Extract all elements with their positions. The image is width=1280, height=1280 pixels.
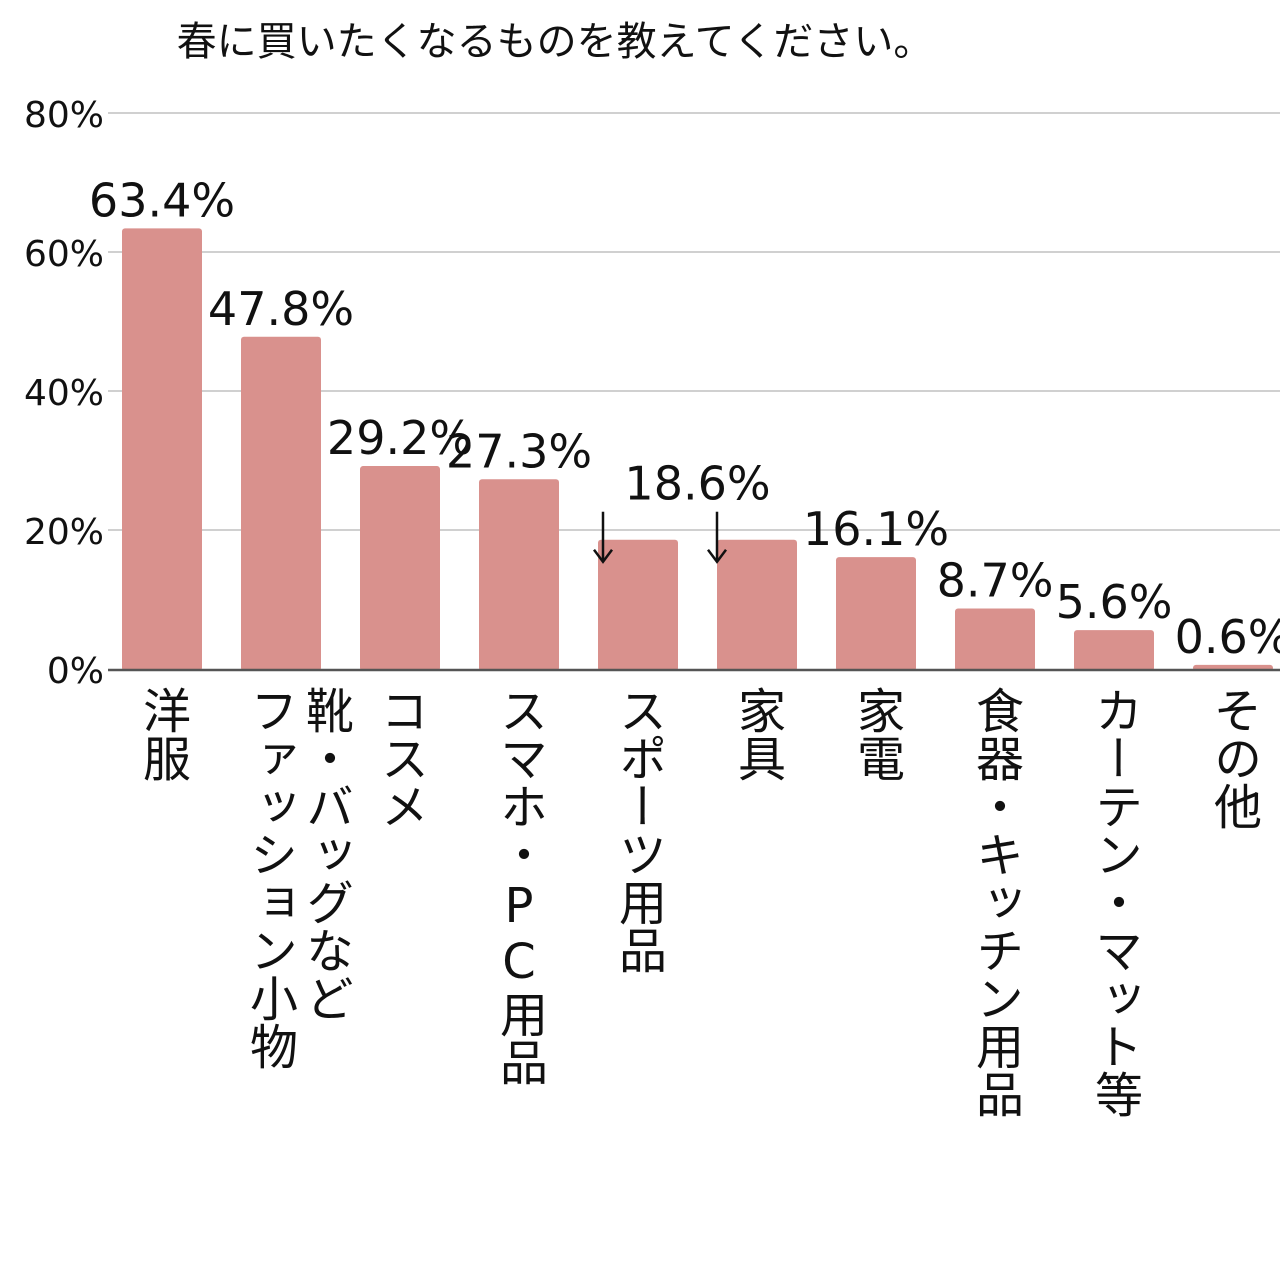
svg-text:ファッション小物: ファッション小物 [241, 686, 297, 1070]
value-label: 5.6% [1056, 575, 1173, 629]
bar [1074, 630, 1154, 671]
x-tick-label: スマホ・PC用品 [491, 686, 547, 1086]
svg-text:コスメ: コスメ [372, 686, 428, 830]
value-arrows [593, 511, 727, 564]
value-label: 0.6% [1175, 610, 1280, 664]
svg-text:スポーツ用品: スポーツ用品 [610, 686, 666, 974]
svg-text:洋服: 洋服 [134, 686, 190, 782]
svg-text:カーテン・マット等: カーテン・マット等 [1086, 686, 1142, 1118]
svg-text:スマホ・PC用品: スマホ・PC用品 [491, 686, 547, 1086]
bar [836, 557, 916, 671]
bar [360, 466, 440, 671]
y-tick-label: 40% [24, 373, 104, 414]
value-label: 27.3% [446, 424, 592, 478]
value-labels: 63.4% 47.8% 29.2%27.3% 18.6% 16.1%8.7% 5.6%0.… [89, 173, 1280, 663]
svg-text:家具: 家具 [729, 686, 785, 782]
value-label: 16.1% [803, 502, 949, 556]
svg-text:靴・バッグなど: 靴・バッグなど [297, 686, 353, 1022]
x-tick-label: 洋服 [134, 686, 190, 782]
bar [598, 539, 678, 671]
value-label: 18.6% [624, 457, 770, 511]
svg-text:その他: その他 [1205, 686, 1262, 830]
x-tick-label: その他 [1205, 686, 1262, 830]
down-arrow-icon [707, 511, 727, 564]
bar [479, 479, 559, 671]
bars [122, 228, 1273, 671]
x-tick-label: カーテン・マット等 [1086, 686, 1142, 1118]
y-axis-tick-labels: 0% 20% 40% 60% 80% [24, 95, 104, 692]
y-tick-label: 60% [24, 234, 104, 275]
y-tick-label: 0% [47, 651, 104, 692]
down-arrow-icon [593, 511, 613, 564]
bar [717, 539, 797, 671]
y-tick-label: 80% [24, 95, 104, 136]
bar [241, 336, 321, 671]
x-tick-label: コスメ [372, 686, 428, 830]
chart-title: 春に買いたくなるものを教えてください。 [176, 19, 934, 65]
value-label: 29.2% [327, 411, 473, 465]
value-label: 63.4% [89, 173, 235, 227]
y-tick-label: 20% [24, 512, 104, 553]
bar [955, 608, 1035, 671]
x-tick-label: 家電 [848, 686, 904, 782]
value-label: 8.7% [937, 554, 1054, 608]
x-tick-label: 家具 [729, 686, 785, 782]
svg-text:食器・キッチン用品: 食器・キッチン用品 [967, 686, 1023, 1118]
bar [122, 228, 202, 671]
x-tick-label: 食器・キッチン用品 [967, 686, 1023, 1118]
svg-text:家電: 家電 [848, 686, 904, 782]
value-label: 47.8% [208, 282, 354, 336]
x-tick-label: スポーツ用品 [610, 686, 666, 974]
